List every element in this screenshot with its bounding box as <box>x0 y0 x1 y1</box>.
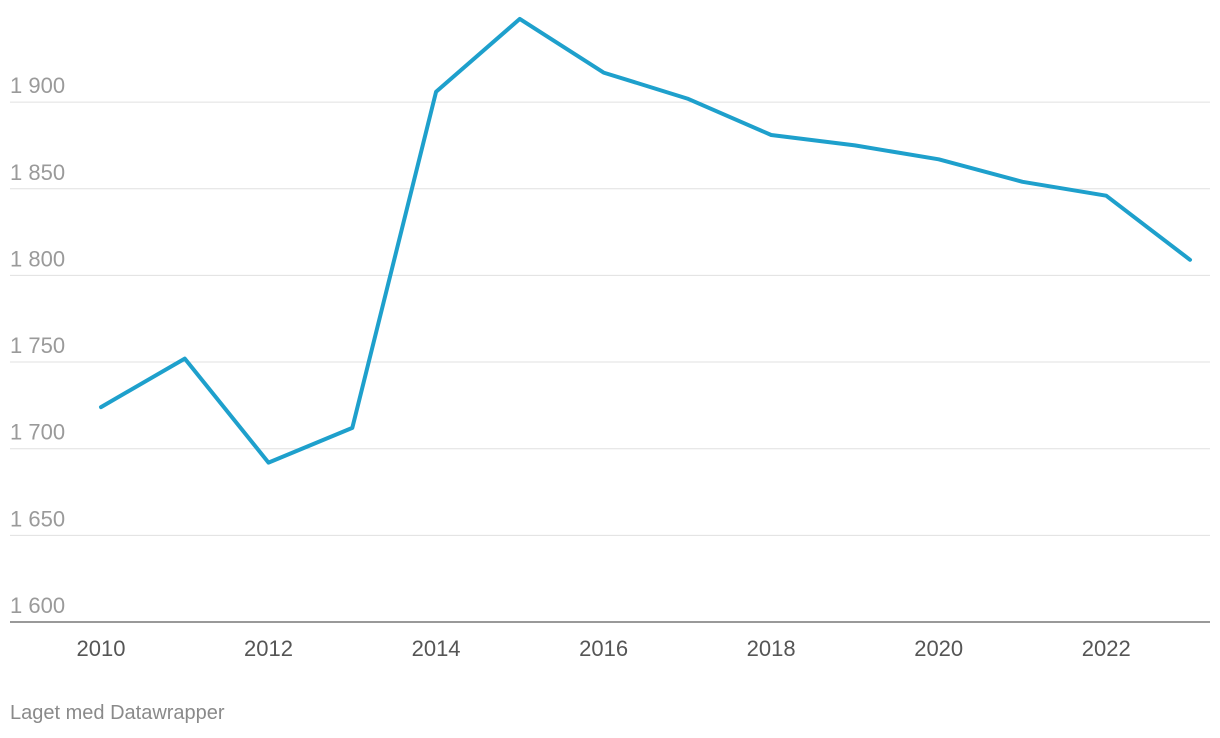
x-tick-label: 2014 <box>412 636 461 661</box>
x-tick-label: 2016 <box>579 636 628 661</box>
y-tick-label: 1 850 <box>10 160 65 185</box>
x-tick-label: 2010 <box>77 636 126 661</box>
series-layer <box>99 16 1192 465</box>
y-tick-label: 1 800 <box>10 246 65 271</box>
x-tick-label: 2018 <box>747 636 796 661</box>
x-tick-label: 2020 <box>914 636 963 661</box>
credit-text: Laget med Datawrapper <box>10 702 225 724</box>
y-tick-label: 1 900 <box>10 73 65 98</box>
x-tick-label: 2022 <box>1082 636 1131 661</box>
y-tick-label: 1 750 <box>10 333 65 358</box>
y-tick-label: 1 600 <box>10 593 65 618</box>
y-axis-ticks: 1 600 1 650 1 700 1 750 1 800 1 850 1 900 <box>10 73 65 618</box>
x-tick-label: 2012 <box>244 636 293 661</box>
series-line <box>99 16 1192 465</box>
grid-lines <box>10 101 1210 623</box>
y-tick-label: 1 650 <box>10 506 65 531</box>
y-tick-label: 1 700 <box>10 420 65 445</box>
x-axis-ticks: 2010 2012 2014 2016 2018 2020 2022 <box>77 636 1131 661</box>
